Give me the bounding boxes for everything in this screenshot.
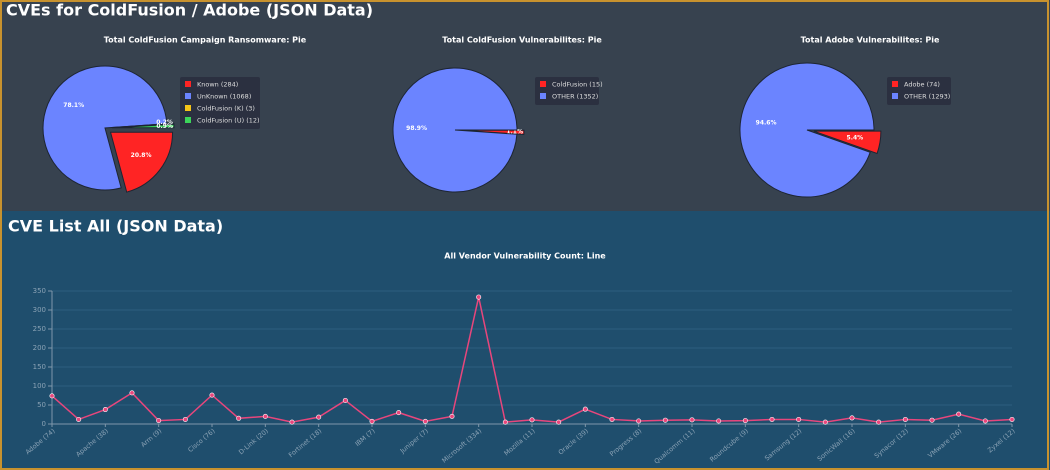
y-tick-label: 50	[37, 401, 46, 409]
data-point	[636, 418, 642, 424]
slice-label: 0.9%	[156, 123, 173, 130]
legend-swatch	[540, 81, 546, 87]
data-point	[289, 419, 295, 425]
chart-title: Total ColdFusion Campaign Ransomware: Pi…	[104, 36, 307, 45]
data-point	[209, 392, 215, 398]
legend-box	[887, 77, 951, 105]
legend-swatch	[185, 81, 191, 87]
data-point	[476, 294, 482, 300]
data-point	[876, 419, 882, 425]
section-heading: CVEs for ColdFusion / Adobe (JSON Data)	[6, 1, 373, 20]
y-tick-label: 250	[33, 325, 46, 333]
data-point	[662, 417, 668, 423]
data-point	[689, 417, 695, 423]
data-point	[902, 416, 908, 422]
data-point	[422, 418, 428, 424]
legend-label: ColdFusion (K) (3)	[197, 105, 255, 113]
chart-title: Total Adobe Vulnerabilites: Pie	[801, 36, 940, 45]
data-point	[316, 414, 322, 420]
data-point	[502, 419, 508, 425]
data-point	[609, 416, 615, 422]
legend-swatch	[185, 105, 191, 111]
legend-label: ColdFusion (15)	[552, 81, 603, 89]
top-panel	[0, 0, 1050, 211]
pie-slice	[111, 123, 175, 129]
pie-slice	[42, 65, 168, 191]
legend-label: Adobe (74)	[904, 81, 940, 89]
pie-slice	[739, 62, 875, 198]
data-point	[956, 411, 962, 417]
slice-label: 94.6%	[756, 119, 777, 126]
slice-label: 5.4%	[847, 135, 864, 142]
legend-label: ColdFusion (U) (12)	[197, 117, 260, 125]
y-tick-label: 200	[33, 344, 46, 352]
y-tick-label: 0	[42, 420, 46, 428]
data-point	[342, 397, 348, 403]
data-point	[822, 419, 828, 425]
y-tick-label: 350	[33, 287, 46, 295]
data-point	[582, 406, 588, 412]
y-tick-label: 150	[33, 363, 46, 371]
legend-box	[535, 77, 599, 105]
data-point	[769, 416, 775, 422]
data-point	[449, 413, 455, 419]
data-point	[236, 415, 242, 421]
slice-label: 20.8%	[131, 152, 152, 159]
data-point	[796, 416, 802, 422]
legend-label: OTHER (1293)	[904, 93, 950, 101]
legend-label: UnKnown (1068)	[197, 93, 251, 101]
data-point	[982, 418, 988, 424]
y-tick-label: 300	[33, 306, 46, 314]
data-point	[102, 407, 108, 413]
slice-label: 78.1%	[63, 102, 84, 109]
legend-swatch	[892, 93, 898, 99]
slice-label: 0.2%	[156, 119, 173, 126]
chart-title: Total ColdFusion Vulnerabilites: Pie	[442, 36, 602, 45]
data-point	[369, 418, 375, 424]
section-heading: CVE List All (JSON Data)	[8, 217, 223, 236]
data-point	[396, 410, 402, 416]
data-point	[929, 417, 935, 423]
data-point	[182, 416, 188, 422]
legend-box	[180, 77, 260, 129]
pie-slice	[392, 67, 518, 193]
slice-label: 98.9%	[406, 125, 427, 132]
data-point	[262, 413, 268, 419]
legend-swatch	[540, 93, 546, 99]
legend-swatch	[892, 81, 898, 87]
chart-title: All Vendor Vulnerability Count: Line	[444, 252, 606, 261]
data-point	[49, 393, 55, 399]
data-point	[1009, 416, 1015, 422]
data-point	[716, 418, 722, 424]
data-point	[742, 418, 748, 424]
legend-label: OTHER (1352)	[552, 93, 598, 101]
data-point	[556, 419, 562, 425]
pie-slice	[813, 130, 882, 155]
data-point	[156, 418, 162, 424]
data-point	[129, 390, 135, 396]
data-point	[76, 416, 82, 422]
bottom-panel	[0, 211, 1050, 470]
legend-swatch	[185, 117, 191, 123]
legend-swatch	[185, 93, 191, 99]
y-tick-label: 100	[33, 382, 46, 390]
pie-slice	[109, 131, 174, 193]
legend-label: Known (284)	[197, 81, 238, 89]
slice-label: 1.1%	[506, 129, 523, 136]
data-point	[529, 417, 535, 423]
data-point	[849, 415, 855, 421]
